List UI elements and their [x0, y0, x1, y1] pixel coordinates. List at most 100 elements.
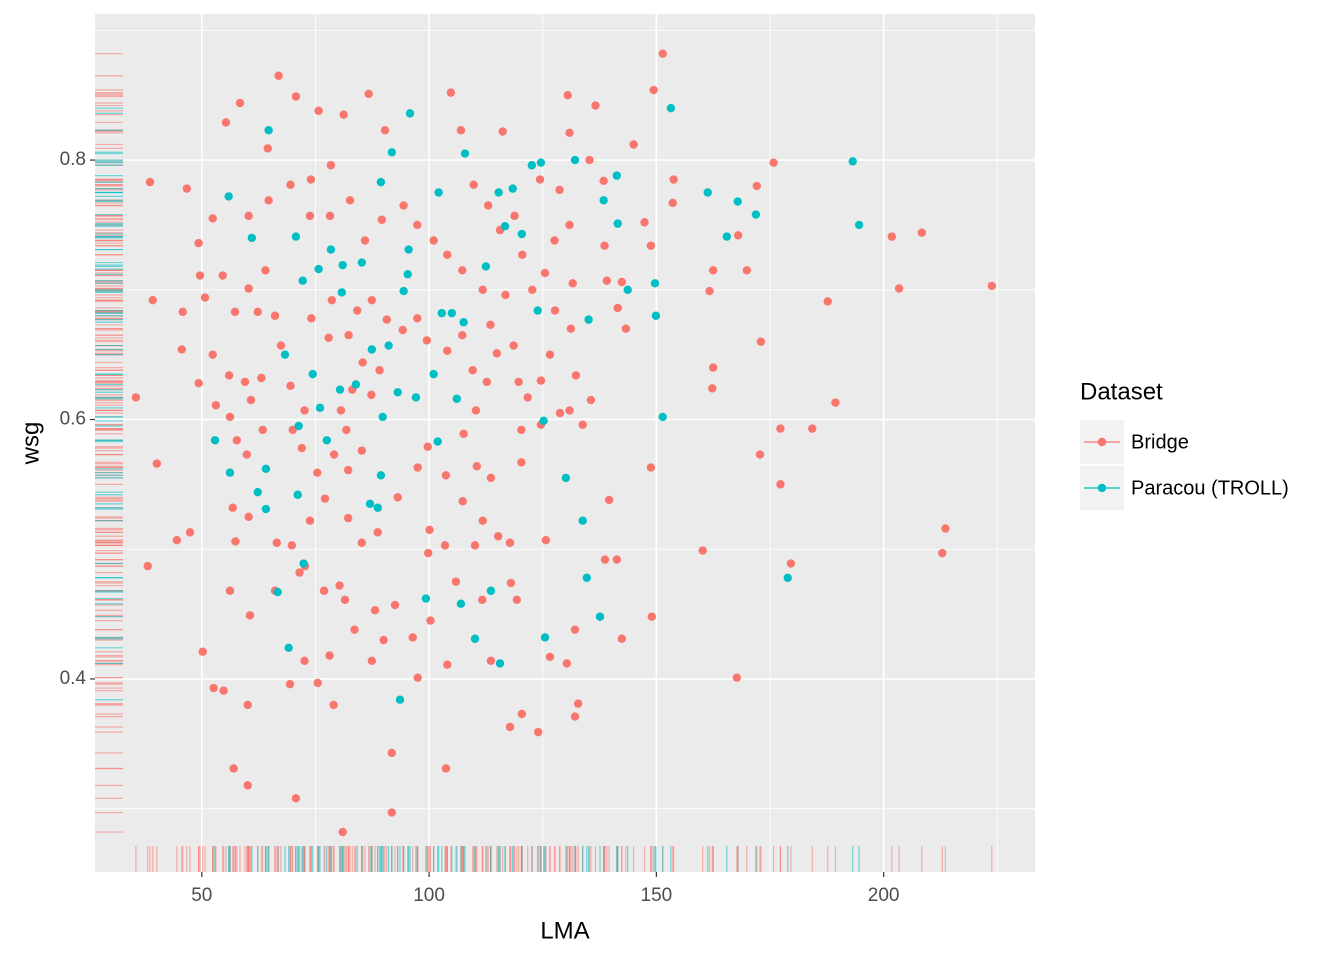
- point: [536, 376, 546, 385]
- point: [261, 504, 271, 514]
- point: [446, 88, 456, 97]
- point: [443, 250, 452, 259]
- point: [195, 271, 205, 280]
- point: [584, 315, 593, 324]
- point: [441, 471, 451, 480]
- x-tick-label: 200: [868, 885, 900, 906]
- point: [651, 311, 661, 320]
- point: [313, 468, 322, 477]
- point: [219, 686, 228, 695]
- point: [658, 49, 667, 58]
- point: [367, 656, 377, 666]
- point: [244, 211, 253, 221]
- point: [314, 264, 323, 274]
- axes: 50 100 150 200 0.4 0.6 0.8: [60, 149, 900, 906]
- point: [379, 635, 388, 645]
- point: [941, 524, 950, 533]
- point: [666, 103, 676, 113]
- point: [482, 377, 492, 387]
- point: [751, 210, 761, 219]
- point: [458, 497, 467, 506]
- point: [208, 350, 217, 359]
- point: [395, 695, 405, 704]
- point: [623, 285, 632, 294]
- point: [493, 532, 503, 541]
- point: [514, 377, 523, 387]
- point: [541, 535, 551, 545]
- point: [481, 262, 491, 271]
- point: [377, 215, 387, 224]
- point: [494, 188, 503, 197]
- point: [517, 709, 527, 719]
- x-tick-label: 150: [641, 885, 673, 906]
- point: [231, 537, 240, 546]
- point: [629, 140, 638, 149]
- point: [413, 314, 422, 323]
- point: [517, 229, 527, 239]
- point: [240, 377, 250, 387]
- point: [319, 586, 329, 595]
- point: [413, 220, 422, 230]
- point: [288, 425, 297, 435]
- point: [458, 330, 467, 340]
- point: [253, 307, 262, 317]
- point: [313, 678, 322, 688]
- point: [550, 236, 559, 245]
- point: [340, 595, 350, 605]
- point: [225, 586, 235, 595]
- y-tick-label: 0.8: [60, 149, 86, 170]
- point: [245, 611, 255, 620]
- point: [297, 443, 307, 453]
- point: [413, 673, 422, 682]
- rugs: [95, 53, 993, 872]
- point: [621, 324, 631, 333]
- legend: Dataset Bridge Paracou (TROLL): [1080, 378, 1289, 510]
- point: [258, 425, 267, 435]
- point: [585, 155, 594, 165]
- point: [545, 652, 555, 662]
- point: [434, 188, 443, 197]
- point: [326, 161, 336, 170]
- point: [550, 306, 560, 315]
- point: [314, 106, 323, 115]
- point: [378, 412, 387, 422]
- point: [894, 284, 904, 293]
- point: [468, 366, 477, 375]
- point: [276, 341, 286, 350]
- point: [595, 612, 605, 621]
- point: [291, 794, 301, 803]
- point: [887, 232, 897, 241]
- point: [600, 555, 610, 564]
- point: [602, 276, 612, 285]
- point: [390, 600, 400, 610]
- point: [358, 358, 367, 367]
- point: [145, 177, 155, 187]
- point: [384, 341, 393, 350]
- point: [326, 245, 336, 254]
- point: [783, 573, 792, 582]
- point: [573, 699, 583, 708]
- point: [705, 286, 714, 296]
- point: [387, 808, 397, 817]
- point: [658, 412, 667, 422]
- point: [387, 148, 397, 157]
- point: [458, 266, 467, 275]
- point: [351, 380, 361, 389]
- point: [854, 220, 864, 230]
- point: [325, 211, 335, 221]
- point: [612, 555, 622, 564]
- point: [501, 290, 510, 300]
- point: [565, 220, 574, 230]
- point: [732, 673, 742, 682]
- point: [566, 324, 576, 333]
- point: [669, 175, 678, 184]
- point: [264, 196, 273, 205]
- point: [230, 307, 240, 317]
- point: [786, 559, 796, 568]
- point: [582, 573, 592, 582]
- point: [375, 366, 384, 375]
- point: [235, 98, 245, 108]
- point: [698, 546, 707, 555]
- point: [280, 350, 290, 359]
- point: [324, 333, 333, 342]
